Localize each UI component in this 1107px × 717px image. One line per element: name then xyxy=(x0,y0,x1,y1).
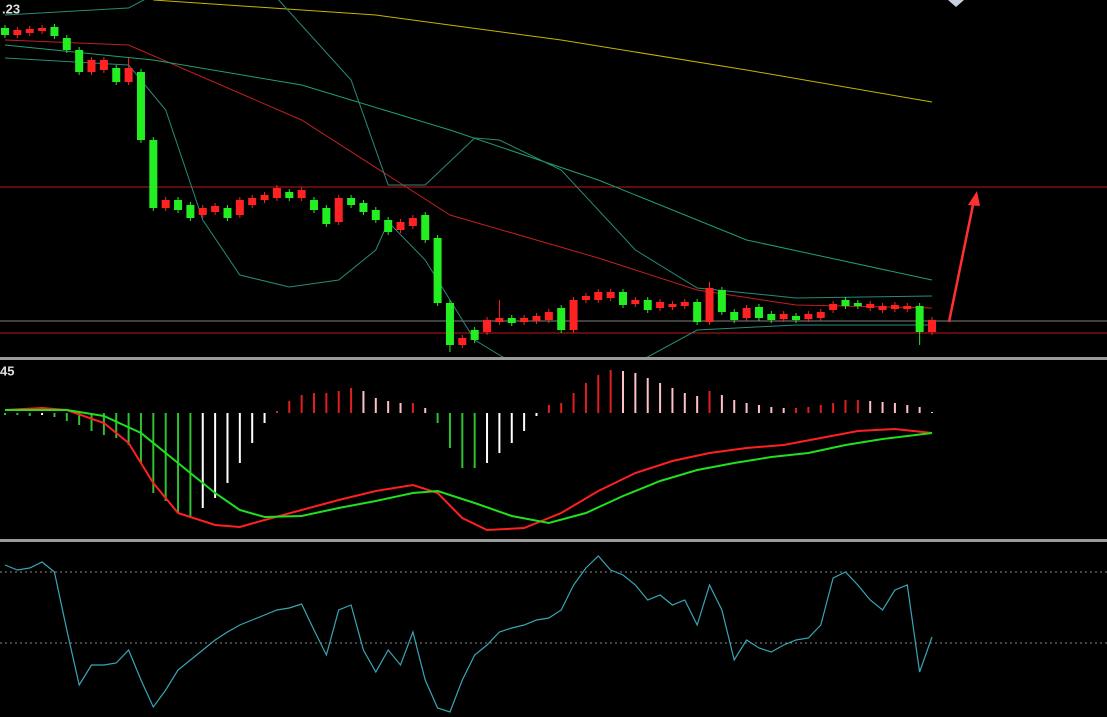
candle-body xyxy=(396,222,405,230)
candle-body xyxy=(310,200,318,210)
macd-line xyxy=(4,406,933,532)
oscillator-panel xyxy=(0,555,1107,713)
moving-average-line xyxy=(4,39,933,309)
candle-body xyxy=(458,338,467,345)
candle-body xyxy=(915,306,924,332)
candle-body xyxy=(272,188,281,198)
candle-body xyxy=(347,198,356,205)
candle-body xyxy=(483,320,492,332)
scroll-icon xyxy=(948,0,964,7)
candle-body xyxy=(421,215,430,240)
candle-body xyxy=(705,288,714,322)
candle-body xyxy=(767,314,776,320)
candle-body xyxy=(174,200,183,210)
candle-body xyxy=(136,72,145,140)
candle-body xyxy=(149,140,158,208)
candle-body xyxy=(594,292,603,300)
candle-body xyxy=(186,205,195,218)
candle-body xyxy=(829,304,838,310)
candle-body xyxy=(717,290,726,312)
oscillator-line xyxy=(4,555,933,713)
candle-body xyxy=(112,68,121,82)
candle-body xyxy=(619,292,627,305)
candle-body xyxy=(730,312,739,320)
candle-body xyxy=(841,300,850,306)
candle-body xyxy=(544,312,553,320)
candle-body xyxy=(75,50,84,72)
candle-body xyxy=(1,28,9,35)
candle-body xyxy=(38,28,47,31)
candle-body xyxy=(322,208,331,224)
price-label: .23 xyxy=(2,1,20,16)
candle-body xyxy=(433,238,442,303)
candle-body xyxy=(25,29,34,33)
candle-body xyxy=(890,305,899,309)
candle-body xyxy=(445,303,454,345)
macd-panel xyxy=(4,370,933,532)
candle-body xyxy=(878,306,887,310)
candle-body xyxy=(223,208,232,218)
candle-body xyxy=(470,330,479,340)
candle-body xyxy=(643,300,652,310)
macd-line xyxy=(5,409,933,525)
candle-body xyxy=(557,308,566,330)
candle-body xyxy=(754,307,763,318)
candle-body xyxy=(928,320,936,332)
candle-body xyxy=(50,27,59,36)
candle-body xyxy=(161,200,170,208)
candle-body xyxy=(297,190,306,198)
candle-body xyxy=(248,198,257,205)
candle-body xyxy=(792,316,801,320)
candle-body xyxy=(656,302,665,308)
moving-average-line xyxy=(153,0,933,103)
moving-average-line xyxy=(4,57,932,357)
candle-body xyxy=(235,200,244,215)
candle-body xyxy=(13,30,22,35)
candle-body xyxy=(260,195,269,200)
candle-body xyxy=(804,314,813,319)
candle-body xyxy=(693,302,702,322)
candle-body xyxy=(853,303,862,306)
annotation-arrow xyxy=(947,199,976,323)
candle-body xyxy=(334,198,343,222)
price-panel xyxy=(0,0,1107,357)
candle-body xyxy=(816,312,825,318)
moving-average-line xyxy=(4,44,933,281)
moving-average-line xyxy=(4,0,933,299)
candle-body xyxy=(198,208,207,215)
candle-body xyxy=(285,192,294,198)
candle-body xyxy=(520,318,529,322)
candle-body xyxy=(581,296,590,300)
candle-body xyxy=(211,206,220,212)
candle-body xyxy=(99,60,108,70)
candle-body xyxy=(87,60,96,72)
candle-body xyxy=(903,306,912,309)
macd-label: 45 xyxy=(0,363,14,378)
candle-body xyxy=(631,300,640,304)
candle-body xyxy=(495,318,504,322)
candle-body xyxy=(680,302,689,306)
candle-body xyxy=(384,220,393,232)
candle-body xyxy=(742,308,751,318)
candle-body xyxy=(532,316,541,321)
candle-body xyxy=(408,218,417,226)
candle-body xyxy=(371,210,380,220)
candle-body xyxy=(359,203,368,212)
candle-body xyxy=(507,318,516,323)
candle-body xyxy=(779,314,788,319)
candle-body xyxy=(62,38,71,50)
candle-body xyxy=(866,304,875,308)
candle-body xyxy=(124,68,133,82)
candle-body xyxy=(606,292,615,298)
candle-body xyxy=(668,304,677,307)
candle-body xyxy=(569,300,578,330)
annotation-arrowhead xyxy=(968,191,980,206)
